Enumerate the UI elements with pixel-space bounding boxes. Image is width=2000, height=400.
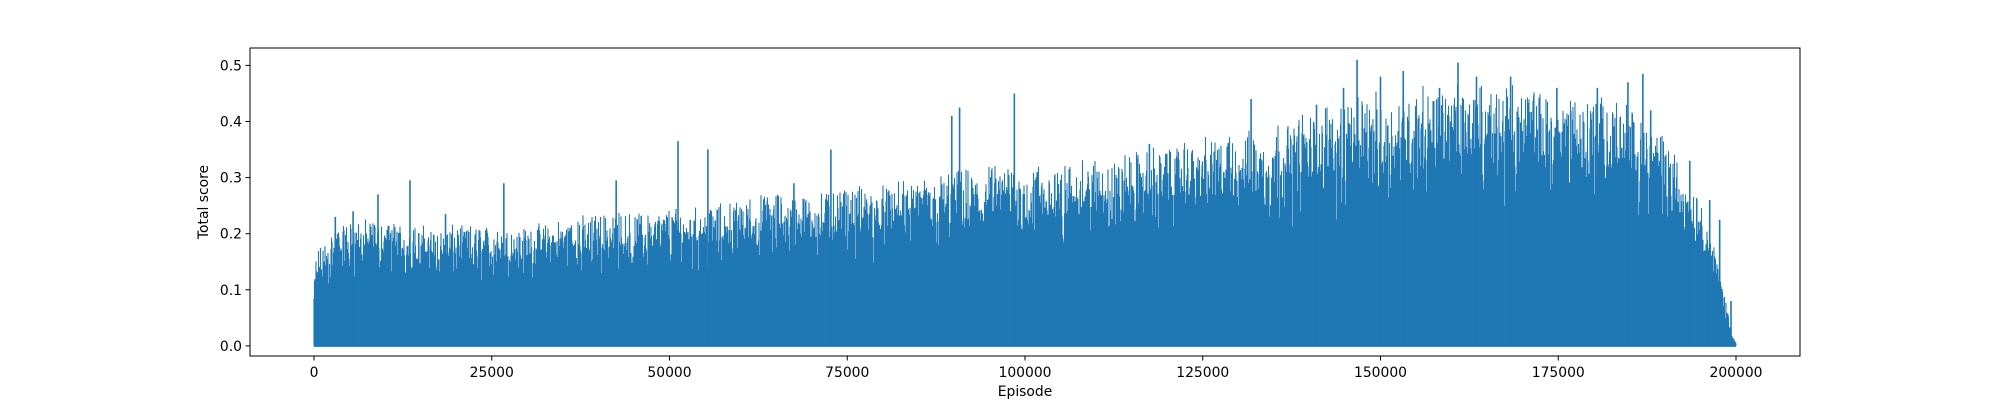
x-tick-label: 200000 xyxy=(1709,365,1762,381)
x-axis-label: Episode xyxy=(998,384,1053,400)
x-tick-label: 0 xyxy=(310,365,319,381)
y-tick-label: 0.3 xyxy=(220,171,242,187)
x-tick-label: 25000 xyxy=(470,365,514,381)
x-tick-label: 175000 xyxy=(1532,365,1585,381)
x-tick-label: 125000 xyxy=(1176,365,1229,381)
series-spikes xyxy=(313,83,1737,346)
series-total-score xyxy=(313,59,1737,347)
x-tick-label: 75000 xyxy=(825,365,869,381)
y-axis-label: Total score xyxy=(196,165,212,240)
y-tick-label: 0.4 xyxy=(220,114,242,130)
y-tick-label: 0.2 xyxy=(220,227,242,243)
y-axis-ticks: 0.0 0.1 0.2 0.3 0.4 0.5 xyxy=(220,58,250,355)
x-tick-label: 150000 xyxy=(1354,365,1407,381)
x-axis-ticks: 0 25000 50000 75000 100000 125000 150000 175000… xyxy=(310,356,1763,381)
x-tick-label: 100000 xyxy=(998,365,1051,381)
y-tick-label: 0.5 xyxy=(220,58,242,74)
x-tick-label: 50000 xyxy=(647,365,691,381)
y-tick-label: 0.0 xyxy=(220,339,242,355)
y-tick-label: 0.1 xyxy=(220,283,242,299)
